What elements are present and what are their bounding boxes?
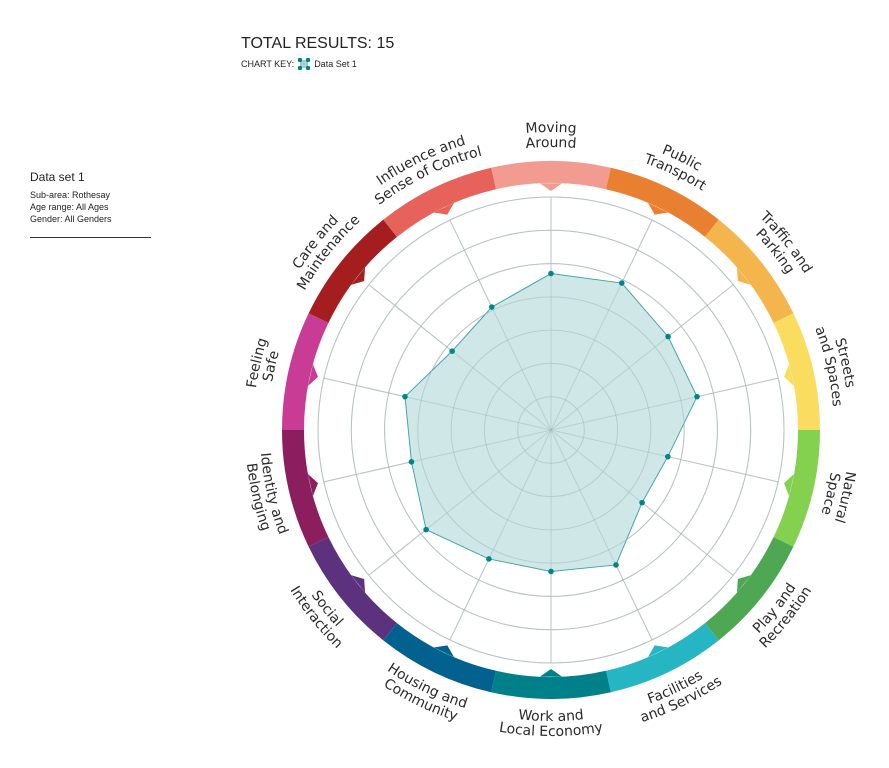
category-segment xyxy=(308,219,397,323)
category-label: Around xyxy=(525,135,577,152)
dataset-gender: Gender: All Genders xyxy=(30,214,112,224)
grid-ring-overlay xyxy=(317,196,785,664)
data-point xyxy=(408,459,415,465)
data-point xyxy=(639,499,645,506)
segment-pointer xyxy=(307,364,318,387)
data-point xyxy=(665,333,671,340)
segment-pointer xyxy=(351,575,366,593)
category-segment xyxy=(282,313,329,430)
data-point xyxy=(665,453,671,460)
segment-pointer xyxy=(539,669,563,677)
category-segment xyxy=(705,219,794,323)
dataset-swatch-icon xyxy=(298,58,311,70)
data-point xyxy=(488,304,495,310)
category-label: Work and xyxy=(518,707,585,725)
segment-pointer xyxy=(433,202,455,215)
grid-ring-overlay xyxy=(350,229,752,631)
segment-pointer xyxy=(784,364,795,387)
grid-ring-overlay xyxy=(517,396,585,464)
segment-pointer xyxy=(433,645,455,658)
chart-key-series: Data Set 1 xyxy=(314,59,357,69)
axis-spoke-overlay xyxy=(323,429,552,483)
axis-spoke-overlay xyxy=(368,284,552,431)
category-segment xyxy=(308,537,397,641)
category-label: Safe xyxy=(260,349,283,383)
axis-spoke-overlay xyxy=(550,429,779,483)
grid-ring-overlay xyxy=(384,263,718,597)
segment-pointer xyxy=(351,267,366,285)
segment-pointer xyxy=(307,473,318,496)
dataset-subarea: Sub-area: Rothesay xyxy=(30,190,111,200)
category-segment xyxy=(705,537,794,641)
segment-pointer xyxy=(736,575,751,593)
dataset-title: Data set 1 xyxy=(30,170,85,184)
category-label-line: Around xyxy=(525,135,577,152)
category-segment xyxy=(773,430,820,547)
category-label-line: Work and xyxy=(518,707,585,725)
grid-ring-overlay xyxy=(483,362,619,498)
data-point xyxy=(613,562,619,568)
divider xyxy=(30,237,151,238)
category-segment xyxy=(282,430,329,547)
segment-pointer xyxy=(736,267,751,285)
chart-key-label: CHART KEY: xyxy=(241,59,295,69)
segment-pointer xyxy=(539,183,563,191)
data-point xyxy=(449,348,455,354)
category-label: Moving xyxy=(525,120,577,137)
data-point xyxy=(548,270,554,277)
category-segment xyxy=(383,167,497,237)
axis-spoke-overlay xyxy=(550,219,653,431)
grid-ring-overlay xyxy=(417,296,685,564)
total-results: TOTAL RESULTS: 15 xyxy=(241,35,395,52)
category-segment xyxy=(773,313,820,430)
axis-spoke-overlay xyxy=(449,219,552,431)
chart-key: CHART KEY: Data Set 1 xyxy=(241,58,357,70)
segment-pointer xyxy=(647,202,669,215)
grid-ring-overlay xyxy=(450,329,652,531)
category-label-line: Safe xyxy=(260,349,283,383)
category-segment xyxy=(605,623,719,693)
data-point xyxy=(402,393,408,400)
data-point xyxy=(694,393,700,400)
category-segment xyxy=(383,623,497,693)
axis-spoke-overlay xyxy=(550,377,779,431)
category-segment xyxy=(491,670,611,699)
category-label-line: Moving xyxy=(525,120,577,137)
segment-pointer xyxy=(784,473,795,496)
dataset-info: Data set 1 Sub-area: Rothesay Age range:… xyxy=(30,170,151,238)
axis-spoke-overlay xyxy=(368,429,552,576)
data-point xyxy=(486,556,492,562)
axis-spoke-overlay xyxy=(550,429,653,641)
segment-pointer xyxy=(647,645,669,658)
axis-spoke-overlay xyxy=(449,429,552,641)
category-label: Local Economy xyxy=(498,720,604,740)
data-point xyxy=(618,280,625,286)
axis-spoke-overlay xyxy=(323,377,552,431)
category-segment xyxy=(491,161,611,190)
category-segment xyxy=(605,167,719,237)
axis-spoke-overlay xyxy=(550,284,734,431)
data-point xyxy=(423,526,429,533)
category-label-line: Local Economy xyxy=(498,720,604,740)
data-point xyxy=(548,568,554,575)
dataset-age-range: Age range: All Ages xyxy=(30,202,109,212)
